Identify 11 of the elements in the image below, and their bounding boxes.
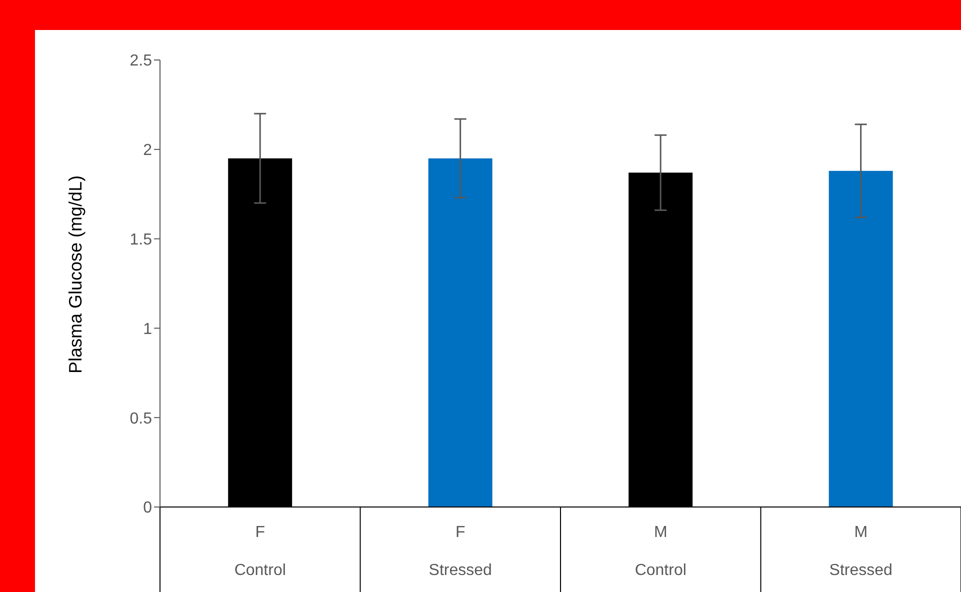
y-tick-label: 0.5 bbox=[130, 410, 152, 428]
y-tick-label: 0 bbox=[143, 500, 152, 517]
y-tick-label: 2.5 bbox=[130, 52, 152, 70]
category-label: F Stressed bbox=[428, 524, 492, 579]
y-tick-label: 1.5 bbox=[130, 231, 152, 248]
category-label: F Control bbox=[234, 524, 286, 579]
category-label: M Stressed bbox=[829, 524, 892, 579]
category-label: M Control bbox=[634, 524, 686, 579]
y-tick-label: 1 bbox=[143, 320, 152, 338]
y-axis-title: Plasma Glucose (mg/dL) bbox=[65, 175, 86, 374]
y-tick-label: 2 bbox=[143, 142, 152, 160]
